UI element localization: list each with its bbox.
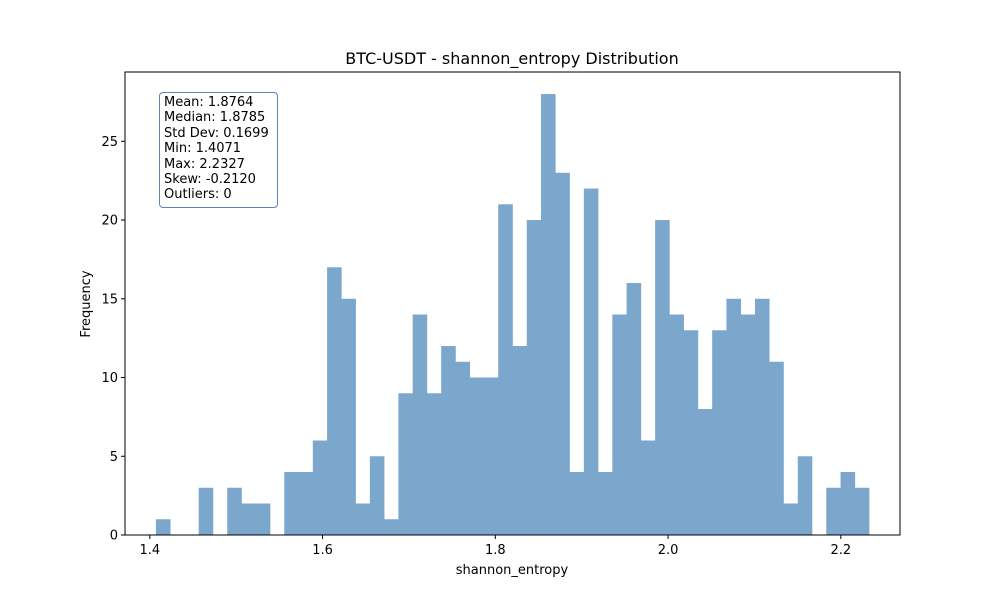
x-tick-label: 2.2 [830,543,851,558]
histogram-bar [612,314,627,535]
histogram-bar [840,472,856,535]
histogram-bar [769,361,784,535]
stat-skew: Skew: -0.2120 [164,172,256,188]
y-axis-label: Frequency [79,270,94,337]
histogram-bar [298,472,314,535]
y-tick-label: 15 [101,292,118,307]
histogram-bar [341,298,356,535]
stat-median: Median: 1.8785 [164,110,266,126]
histogram-bar [854,487,870,535]
histogram-bar [312,440,328,535]
x-axis-ticks: 1.4 1.6 1.8 2.0 2.2 [139,535,851,558]
stat-mean: Mean: 1.8764 [164,95,254,110]
stats-box: Mean: 1.8764 Median: 1.8785 Std Dev: 0.1… [159,92,278,208]
histogram-bar [583,188,599,535]
histogram-bar [426,393,442,535]
histogram-bar [526,220,542,536]
histogram-bar [469,377,485,535]
histogram-bar [683,330,699,535]
histogram-bar [754,298,770,535]
histogram-bar [198,487,214,535]
histogram-bar [455,361,471,535]
histogram-bar [412,314,428,535]
stat-max: Max: 2.2327 [164,156,245,172]
x-axis-label: shannon_entropy [456,563,569,578]
histogram-bar [555,172,570,535]
histogram-bar [355,503,371,535]
histogram-bar [369,456,385,535]
histogram-bar [512,346,528,535]
y-tick-label: 10 [101,371,118,386]
y-tick-label: 25 [101,135,118,150]
histogram-bar [384,519,399,535]
histogram-bar [626,283,642,535]
x-tick-label: 1.8 [485,543,506,558]
y-tick-label: 20 [101,214,118,229]
histogram-bar [155,519,171,535]
x-tick-label: 1.4 [139,543,160,558]
histogram-bar [541,94,556,536]
histogram-bar [783,503,799,535]
y-tick-label: 0 [110,529,118,544]
histogram-bar [241,503,257,535]
stat-outliers: Outliers: 0 [164,187,232,203]
histogram-bar [697,409,713,535]
histogram-bar [398,393,413,535]
histogram-bar [498,204,513,536]
histogram-bars [155,94,870,536]
y-axis-ticks: 0 5 10 15 20 25 [101,135,125,544]
histogram-bar [740,314,756,535]
histogram-bar [797,456,813,535]
histogram-bar [483,377,499,535]
x-tick-label: 1.6 [312,543,333,558]
stat-min: Min: 1.4071 [164,141,242,157]
histogram-bar [826,487,841,535]
histogram-bar [284,472,299,535]
histogram-bar [726,298,742,535]
histogram-bar [569,472,585,535]
histogram-bar [669,314,684,535]
histogram-bar [640,440,656,535]
histogram-bar [598,472,613,535]
plot-frame [124,71,901,536]
y-tick-label: 5 [110,450,118,465]
histogram-bar [255,503,271,535]
histogram-bar [227,487,242,535]
histogram-bar [327,267,342,535]
chart-title: BTC-USDT - shannon_entropy Distribution [345,49,678,69]
histogram-bar [441,346,456,535]
stat-std-dev: Std Dev: 0.1699 [164,125,269,141]
x-tick-label: 2.0 [658,543,679,558]
histogram-bar [655,220,670,536]
histogram-bar [712,330,727,535]
